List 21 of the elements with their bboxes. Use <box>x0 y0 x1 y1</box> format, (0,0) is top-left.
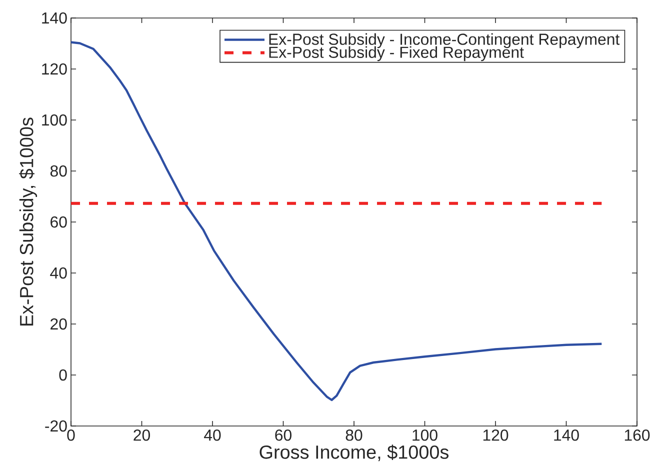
x-tick-label: 120 <box>483 430 508 441</box>
y-tick-label: 40 <box>50 267 67 279</box>
y-tick-label: 20 <box>50 318 67 330</box>
x-axis-title: Gross Income, $1000s <box>260 444 449 462</box>
y-tick-label: 100 <box>42 114 67 126</box>
y-tick-label: 60 <box>50 216 67 228</box>
x-tick-label: 20 <box>134 430 150 441</box>
y-tick-label: -20 <box>45 420 67 432</box>
y-tick-label: 80 <box>50 165 67 177</box>
x-tick-label: 100 <box>412 430 438 441</box>
x-tick-label: 160 <box>624 430 650 441</box>
x-tick-label: 140 <box>554 430 579 441</box>
y-tick-label: 120 <box>42 63 67 75</box>
y-tick-label: 0 <box>59 369 67 381</box>
x-tick-label: 40 <box>204 430 221 441</box>
y-axis-title: Ex-Post Subsidy, $1000s <box>19 118 38 326</box>
y-tick-label: 140 <box>42 12 67 24</box>
x-tick-label: 80 <box>346 430 362 441</box>
legend-label: Ex-Post Subsidy - Fixed Repayment <box>269 46 524 62</box>
x-tick-label: 0 <box>67 430 75 441</box>
x-tick-label: 60 <box>275 430 292 441</box>
